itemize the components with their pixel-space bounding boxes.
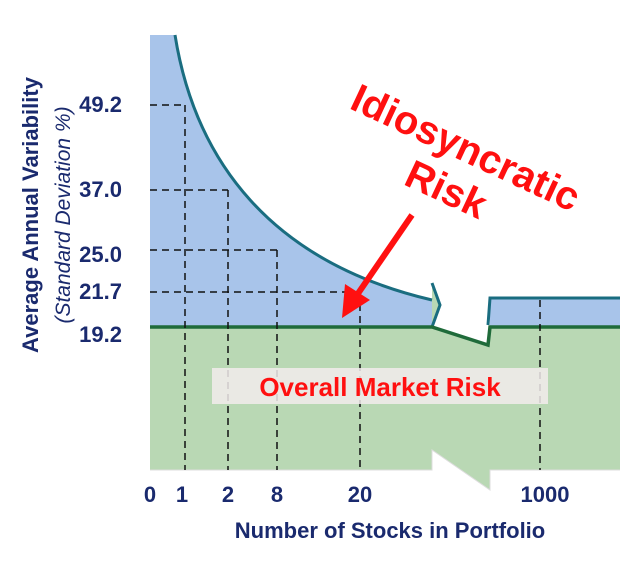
y-axis-title: Average Annual Variability — [18, 76, 43, 353]
arrow-head — [342, 284, 370, 318]
market-line — [150, 325, 620, 348]
y-tick-label: 21.7 — [79, 279, 122, 304]
risk-curve — [430, 282, 442, 328]
y-tick-label: 37.0 — [79, 177, 122, 202]
x-tick-label: 1 — [176, 482, 188, 507]
x-axis-title: Number of Stocks in Portfolio — [235, 518, 545, 543]
idiosyncratic-area — [150, 35, 440, 327]
x-tick-label: 20 — [348, 482, 372, 507]
idiosyncratic-area — [490, 298, 620, 327]
x-tick-label: 8 — [271, 482, 283, 507]
arrow — [354, 213, 415, 297]
market-area — [150, 449, 620, 491]
y-tick-label: 25.0 — [79, 242, 122, 267]
market-area — [432, 327, 620, 490]
x-tick-label: 2 — [222, 482, 234, 507]
ticks: 49.2 37.0 25.0 21.7 19.2 0 1 2 8 20 1000 — [79, 92, 569, 507]
label-box — [212, 368, 548, 404]
x-tick-label: 0 — [144, 482, 156, 507]
risk-curve — [486, 296, 620, 326]
y-tick-label: 49.2 — [79, 92, 122, 117]
y-tick-label: 19.2 — [79, 322, 122, 347]
y-axis-subtitle: (Standard Deviation %) — [52, 106, 75, 323]
risk-curve — [173, 34, 433, 302]
x-tick-label: 1000 — [521, 482, 570, 507]
annotation: Overall Market Risk — [259, 372, 501, 402]
